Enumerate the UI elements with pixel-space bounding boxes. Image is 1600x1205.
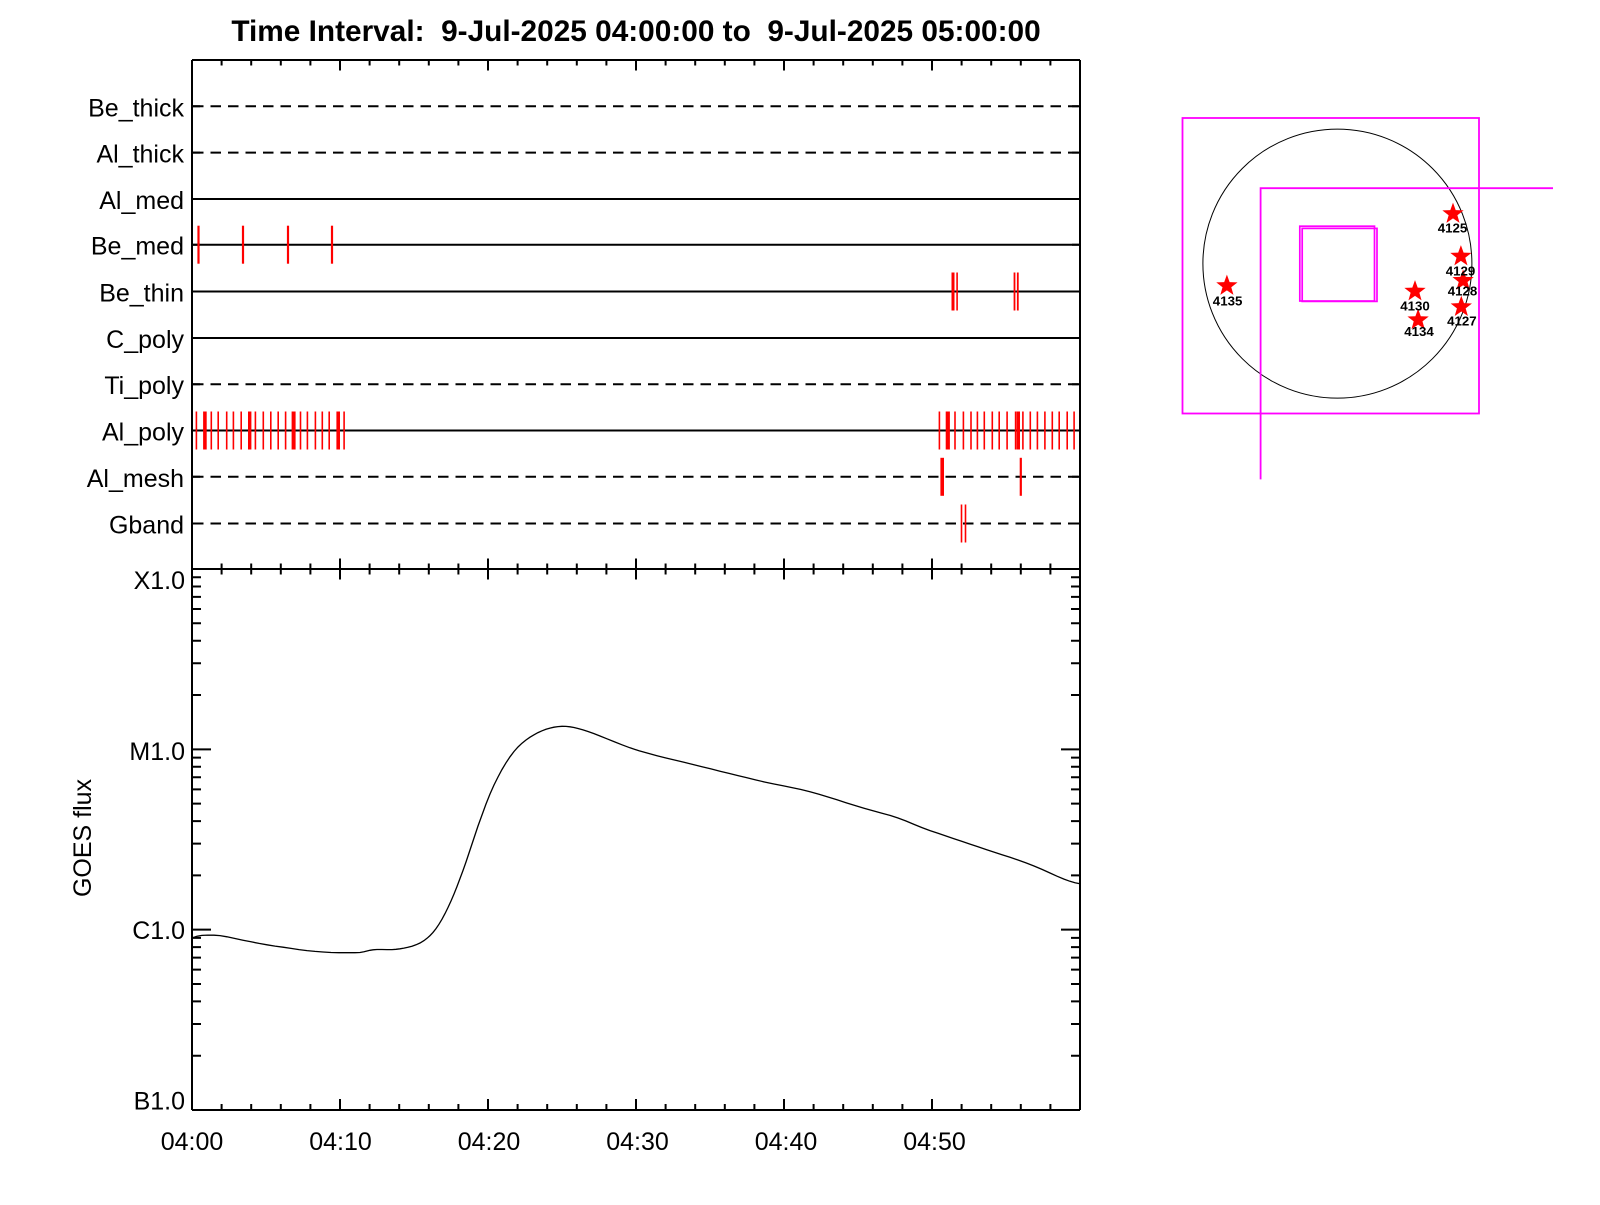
svg-text:Time Interval: 9-Jul-2025 04:: Time Interval: 9-Jul-2025 04:00:00 to 9-… (231, 15, 1040, 48)
svg-text:Al_mesh: Al_mesh (87, 465, 184, 493)
svg-text:M1.0: M1.0 (129, 738, 185, 766)
svg-text:Al_med: Al_med (99, 187, 184, 215)
svg-text:X1.0: X1.0 (134, 567, 185, 595)
svg-text:4135: 4135 (1213, 294, 1243, 309)
svg-text:GOES flux: GOES flux (69, 778, 97, 897)
svg-text:Be_med: Be_med (91, 233, 184, 261)
svg-text:4128: 4128 (1448, 284, 1478, 299)
svg-text:Gband: Gband (109, 512, 184, 540)
svg-text:4129: 4129 (1446, 264, 1476, 279)
svg-text:04:10: 04:10 (309, 1128, 372, 1156)
svg-text:04:40: 04:40 (755, 1128, 818, 1156)
svg-text:Al_thick: Al_thick (96, 141, 184, 169)
svg-text:Be_thick: Be_thick (88, 94, 184, 122)
svg-text:4134: 4134 (1404, 324, 1434, 339)
svg-text:Al_poly: Al_poly (102, 419, 184, 447)
svg-text:4127: 4127 (1447, 314, 1477, 329)
svg-text:04:50: 04:50 (903, 1128, 966, 1156)
svg-text:C1.0: C1.0 (132, 917, 185, 945)
svg-text:04:00: 04:00 (161, 1128, 224, 1156)
svg-text:4125: 4125 (1438, 220, 1468, 235)
svg-text:Ti_poly: Ti_poly (104, 372, 184, 400)
svg-text:Be_thin: Be_thin (99, 280, 184, 308)
svg-text:4130: 4130 (1400, 299, 1430, 314)
svg-text:04:20: 04:20 (458, 1128, 521, 1156)
svg-text:04:30: 04:30 (606, 1128, 669, 1156)
svg-text:C_poly: C_poly (106, 326, 184, 354)
svg-text:B1.0: B1.0 (134, 1088, 185, 1116)
